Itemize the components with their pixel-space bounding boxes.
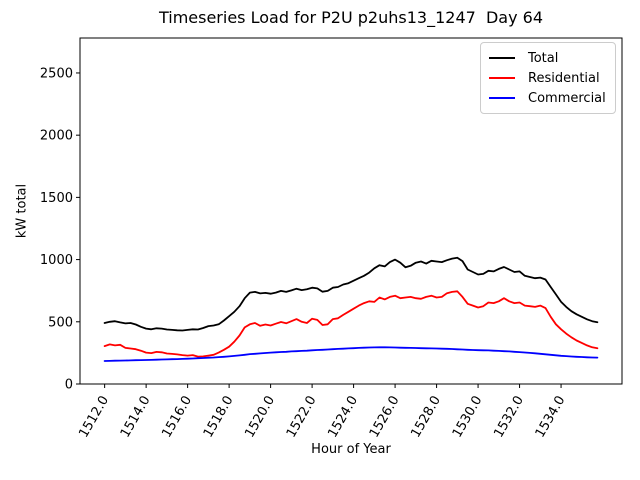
- x-tick-label: 1530.0: [450, 394, 486, 441]
- legend-label-residential: Residential: [528, 70, 600, 86]
- y-axis-label: kW total: [14, 183, 30, 239]
- x-tick-label: 1528.0: [408, 394, 444, 441]
- x-tick-label: 1522.0: [284, 394, 320, 441]
- axes-frame: [79, 37, 623, 385]
- x-tick-label: 1532.0: [491, 394, 527, 441]
- y-tick-label: 2000: [40, 129, 73, 144]
- x-tick-label: 1512.0: [76, 394, 112, 441]
- chart-title: Timeseries Load for P2U p2uhs13_1247 Day…: [158, 8, 544, 27]
- x-tick-label: 1518.0: [201, 394, 237, 441]
- legend-label-commercial: Commercial: [528, 90, 606, 106]
- legend-item-commercial: Commercial: [489, 88, 607, 108]
- legend-line-sample-commercial: [489, 97, 515, 99]
- x-tick-label: 1516.0: [159, 394, 195, 441]
- x-axis-label: Hour of Year: [311, 442, 391, 457]
- legend-label-total: Total: [528, 50, 559, 66]
- series-line-commercial: [103, 346, 599, 362]
- legend: Total Residential Commercial: [480, 42, 616, 114]
- x-tick-label: 1520.0: [242, 394, 278, 441]
- y-tick-label: 500: [48, 315, 73, 330]
- x-tick-label: 1514.0: [118, 394, 154, 441]
- y-tick-label: 2500: [40, 66, 73, 81]
- series-line-residential: [103, 290, 599, 358]
- legend-item-residential: Residential: [489, 68, 607, 88]
- x-tick-label: 1524.0: [325, 394, 361, 441]
- legend-item-total: Total: [489, 48, 607, 68]
- series-line-total: [103, 256, 599, 332]
- x-tick-label: 1526.0: [367, 394, 403, 441]
- x-tick-label: 1534.0: [533, 394, 569, 441]
- legend-line-sample-residential: [489, 77, 515, 79]
- legend-line-sample-total: [489, 57, 515, 59]
- y-tick-label: 1500: [40, 191, 73, 206]
- y-tick-label: 1000: [40, 253, 73, 268]
- y-tick-label: 0: [65, 378, 73, 393]
